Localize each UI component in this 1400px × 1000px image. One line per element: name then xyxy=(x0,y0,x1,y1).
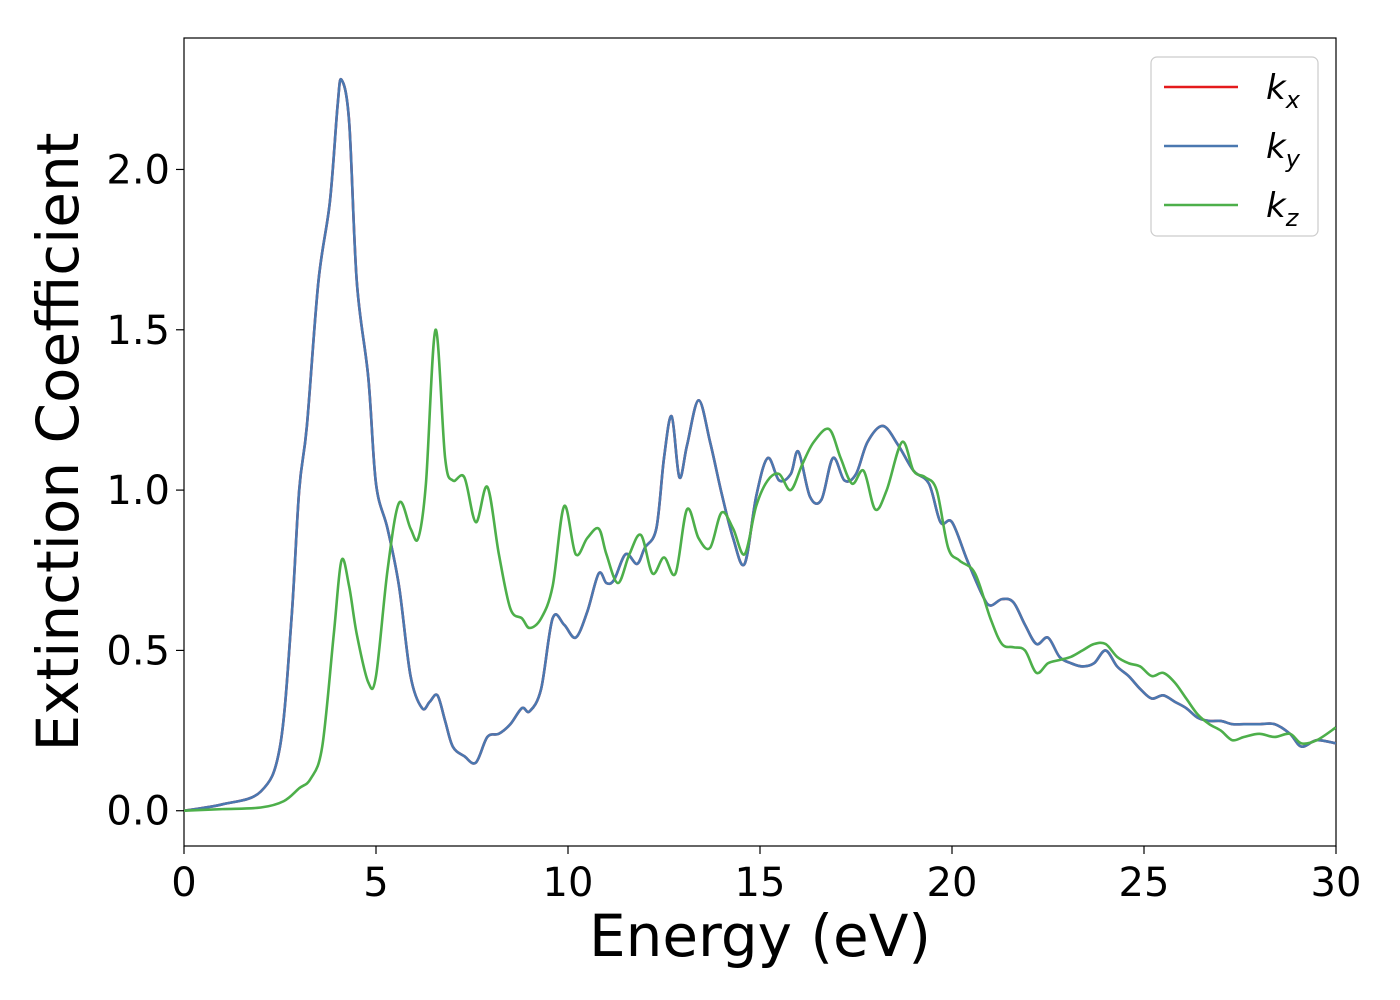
x-tick-label: 20 xyxy=(927,860,978,906)
legend-label-ky: ky xyxy=(1266,127,1301,173)
legend-label-kx: kx xyxy=(1266,68,1301,114)
x-tick-label: 30 xyxy=(1311,860,1362,906)
y-tick-label: 0.0 xyxy=(106,789,170,835)
x-axis-title: Energy (eV) xyxy=(589,902,931,970)
x-tick-label: 0 xyxy=(171,860,196,906)
series-line-kz xyxy=(184,328,1336,813)
series-group xyxy=(184,77,1336,813)
series-line-ky xyxy=(184,77,1336,813)
x-axis: 0 5 10 15 20 25 30 xyxy=(171,846,1361,906)
x-tick-label: 25 xyxy=(1119,860,1170,906)
y-tick-label: 1.5 xyxy=(106,308,170,354)
x-tick-label: 15 xyxy=(735,860,786,906)
y-tick-label: 1.0 xyxy=(106,468,170,514)
legend: kx ky kz xyxy=(1150,56,1319,237)
x-tick-label: 5 xyxy=(363,860,388,906)
y-axis-title: Extinction Coefficient xyxy=(24,133,92,752)
x-tick-label: 10 xyxy=(543,860,594,906)
legend-label-kz: kz xyxy=(1266,186,1300,232)
y-tick-label: 2.0 xyxy=(106,147,170,193)
y-axis: 0.0 0.5 1.0 1.5 2.0 xyxy=(106,147,184,835)
y-tick-label: 0.5 xyxy=(106,628,170,674)
